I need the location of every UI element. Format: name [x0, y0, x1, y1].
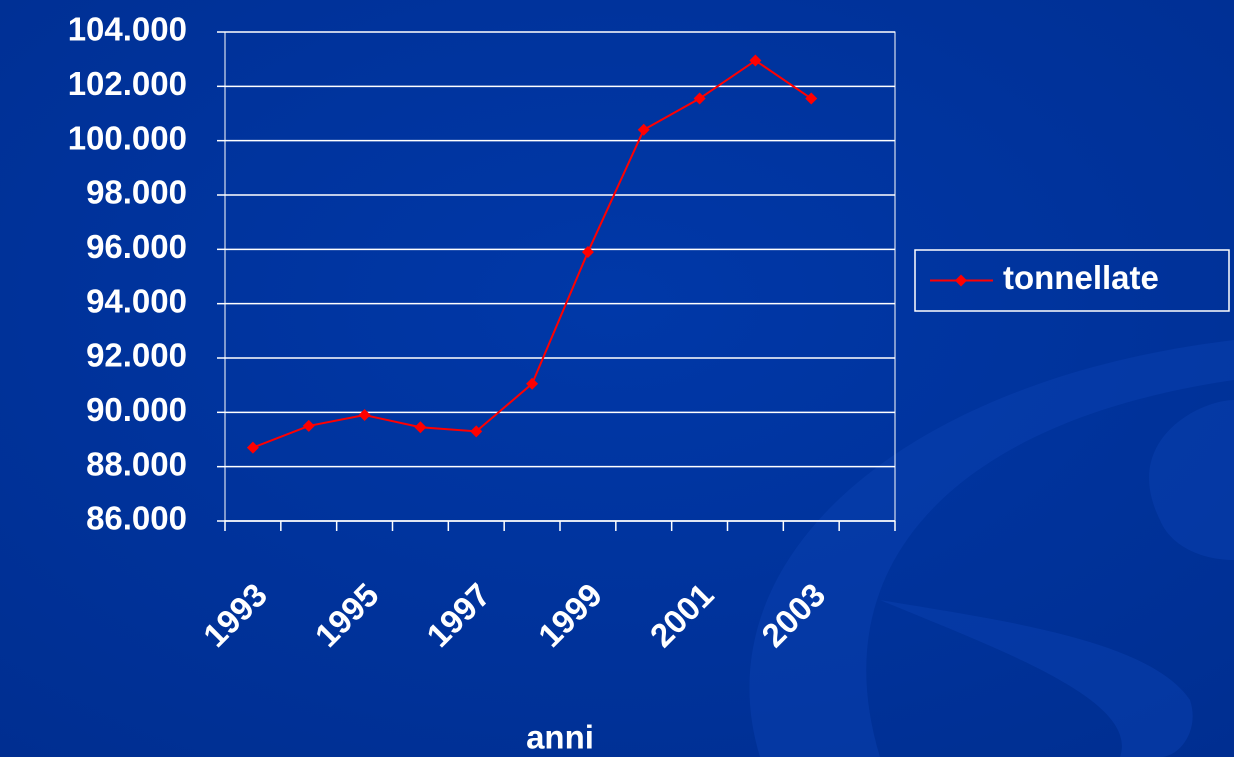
y-tick-label: 92.000: [86, 337, 187, 374]
swoosh: [749, 340, 1234, 757]
y-tick-label: 90.000: [86, 391, 187, 428]
data-point: [358, 409, 371, 422]
swoosh: [1149, 400, 1234, 560]
data-point: [581, 246, 594, 259]
y-tick-label: 100.000: [68, 119, 187, 156]
x-axis-title: anni: [526, 719, 594, 756]
data-point: [470, 425, 483, 438]
data-point: [526, 377, 539, 390]
data-point: [414, 421, 427, 434]
data-point: [805, 92, 818, 105]
data-point: [246, 441, 259, 454]
data-point: [749, 54, 762, 67]
legend-box: [914, 249, 1230, 312]
y-tick-label: 102.000: [68, 65, 187, 102]
data-point: [693, 92, 706, 105]
legend-marker: [955, 274, 967, 287]
data-point: [302, 419, 315, 432]
data-point: [637, 123, 650, 136]
y-tick-label: 94.000: [86, 282, 187, 319]
y-tick-label: 98.000: [86, 174, 187, 211]
y-tick-label: 86.000: [86, 500, 187, 537]
y-tick-label: 104.000: [68, 11, 187, 48]
legend-label: tonnellate: [1003, 259, 1159, 296]
y-tick-label: 88.000: [86, 445, 187, 482]
swoosh: [880, 600, 1193, 757]
y-tick-label: 96.000: [86, 228, 187, 265]
